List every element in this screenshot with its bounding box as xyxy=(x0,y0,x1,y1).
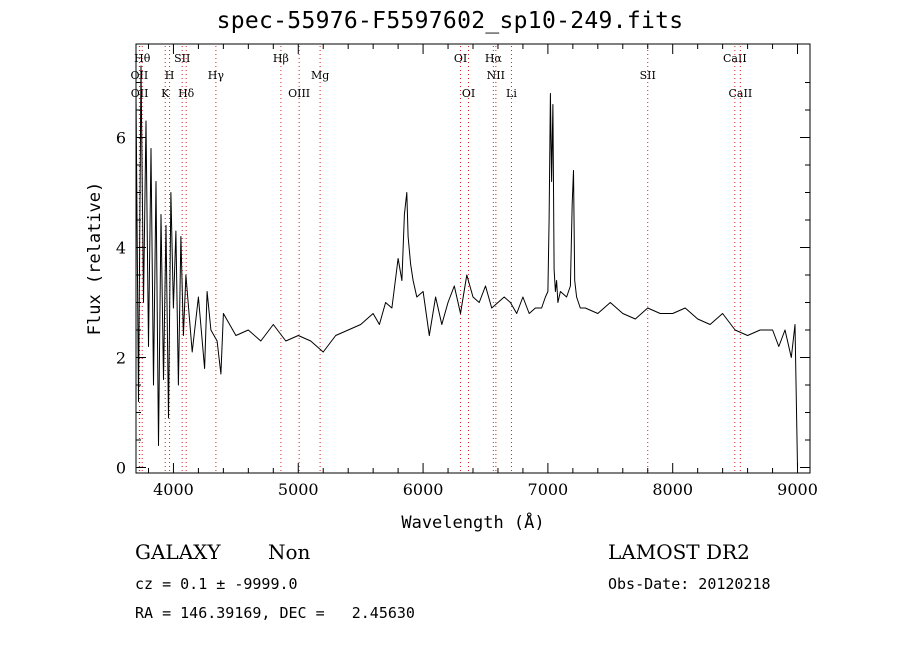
y-tick-label: 6 xyxy=(116,129,126,148)
line-marker-label: CaII xyxy=(723,52,747,65)
survey-name: LAMOST DR2 xyxy=(608,540,750,564)
plot-frame xyxy=(135,43,811,474)
obs-date: Obs-Date: 20120218 xyxy=(608,575,771,593)
line-marker-label: OIII xyxy=(288,87,310,100)
line-marker-label: Hθ xyxy=(134,52,151,65)
y-tick-label: 0 xyxy=(116,459,126,478)
x-tick-label: 9000 xyxy=(777,480,818,499)
line-marker-label: H xyxy=(165,69,175,82)
series-group xyxy=(135,65,798,468)
line-marker-label: K xyxy=(161,87,170,100)
spectrum-line xyxy=(135,65,798,468)
x-tick-label: 5000 xyxy=(278,480,319,499)
line-marker-label: OII xyxy=(131,69,149,82)
line-marker-label: SII xyxy=(174,52,190,65)
line-marker-label: CaII xyxy=(729,87,753,100)
chart-title: spec-55976-F5597602_sp10-249.fits xyxy=(216,8,684,34)
axis-ticks xyxy=(136,44,810,473)
object-subclass: Non xyxy=(268,540,311,564)
line-marker-label: NII xyxy=(487,69,505,82)
line-marker-label: Li xyxy=(506,87,517,100)
line-marker-label: Hβ xyxy=(273,52,289,65)
line-marker-label: Hα xyxy=(485,52,503,65)
line-marker-label: Hδ xyxy=(178,87,195,100)
line-marker-label: OII xyxy=(131,87,149,100)
y-axis-label: Flux (relative) xyxy=(85,182,105,336)
x-tick-label: 6000 xyxy=(403,480,444,499)
x-axis-label: Wavelength (Å) xyxy=(401,511,544,533)
x-tick-label: 7000 xyxy=(528,480,569,499)
line-marker-label: Mg xyxy=(311,69,329,82)
axis-tick-labels: 4000 5000 6000 7000 8000 9000 0 2 4 6 xyxy=(116,129,818,500)
line-marker-label: OI xyxy=(454,52,467,65)
coordinates: RA = 146.39169, DEC = 2.45630 xyxy=(135,604,415,622)
x-tick-label: 4000 xyxy=(153,480,194,499)
object-class: GALAXY xyxy=(135,540,221,564)
y-tick-label: 4 xyxy=(116,239,126,258)
line-marker-label: Hγ xyxy=(208,69,225,82)
y-tick-label: 2 xyxy=(116,349,126,368)
redshift-text: cz = 0.1 ± -9999.0 xyxy=(135,575,298,593)
line-marker-label: OI xyxy=(462,87,475,100)
x-tick-label: 8000 xyxy=(652,480,693,499)
line-marker-label: SII xyxy=(640,69,656,82)
